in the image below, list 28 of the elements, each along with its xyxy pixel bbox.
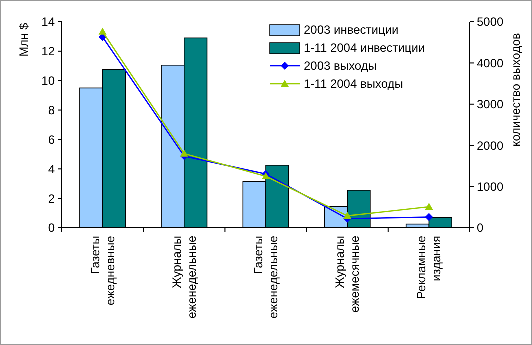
point	[344, 212, 352, 220]
x-tick-label: Рекламные издания	[414, 236, 444, 300]
y2-axis-title: количество выходов	[509, 33, 523, 147]
point	[425, 202, 434, 210]
legend-label: 1-11 2004 инвестиции	[304, 41, 426, 56]
y2-tick-label: 4000	[477, 56, 504, 70]
y-tick-label: 10	[42, 74, 56, 88]
y-tick-label: 12	[42, 44, 56, 59]
x-tick-label: Газеты ежедневные	[88, 236, 118, 306]
point	[262, 172, 270, 180]
y-tick-label: 14	[42, 15, 56, 30]
legend-label: 2003 выходы	[304, 59, 377, 74]
y-tick-label: 0	[48, 221, 56, 236]
y2-tick-label: 0	[477, 221, 484, 236]
legend-label: 1-11 2004 выходы	[304, 77, 404, 92]
y-tick-label: 8	[48, 103, 56, 118]
y-tick-label: 6	[48, 132, 56, 147]
y-tick-label: 4	[48, 162, 56, 176]
point	[180, 150, 188, 157]
y2-tick-label: 1000	[477, 180, 504, 194]
y-axis-title: Млн $	[17, 22, 31, 57]
y2-tick-label: 5000	[477, 15, 504, 30]
y2-tick-label: 2000	[477, 138, 504, 153]
legend-label: 2003 инвестиции	[304, 23, 399, 38]
y-tick-label: 2	[48, 192, 56, 206]
point	[98, 28, 107, 35]
y2-tick-label: 3000	[477, 98, 504, 112]
point	[425, 213, 434, 222]
